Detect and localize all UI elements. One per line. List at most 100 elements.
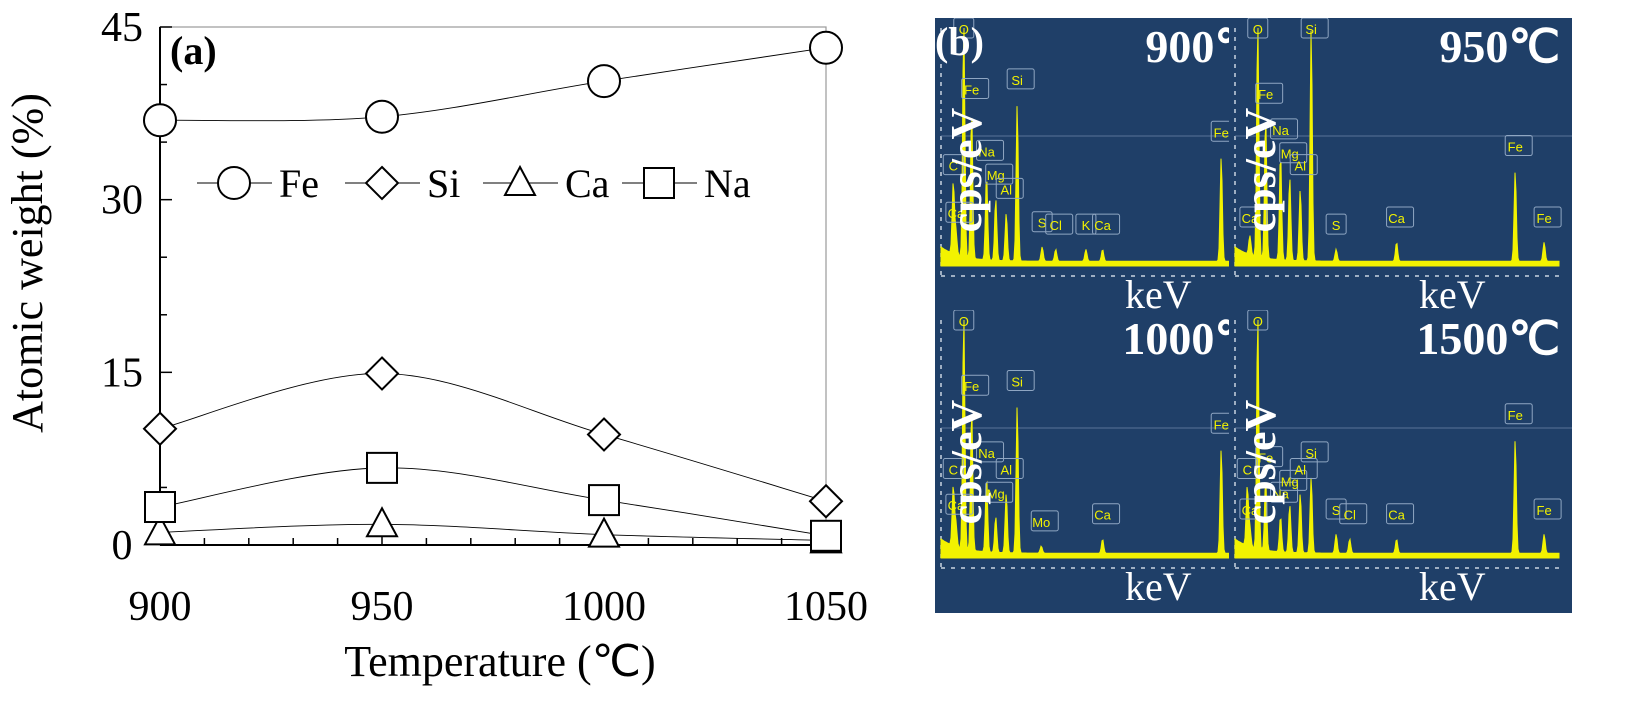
eds-x-label: keV	[1125, 272, 1192, 317]
eds-peak-tag: S	[1325, 213, 1347, 235]
eds-peak-tag: Fe	[1504, 135, 1533, 157]
eds-y-label: cps/eV	[1236, 399, 1285, 525]
eds-spectrum-950: O Fe Na Mg Al Si S Ca Ca Fe Fe 950℃ cps/eV keV	[1229, 18, 1572, 321]
y-tick-label: 0	[112, 523, 133, 569]
eds-peak-label: Na	[978, 446, 995, 461]
eds-peak-tag: Fe	[1255, 82, 1284, 104]
eds-spectrum-trace	[1234, 319, 1560, 559]
eds-peak-tag: S	[1031, 211, 1053, 233]
eds-peak-tag-box	[1300, 18, 1329, 39]
eds-peak-tag-box	[995, 177, 1024, 199]
eds-peak-tag-box	[1006, 68, 1035, 90]
eds-peak-tag-box	[1289, 154, 1318, 176]
eds-peak-tag: Ca	[1386, 206, 1415, 228]
eds-peak-tag: Fe	[1533, 498, 1562, 520]
eds-peak-label: O	[959, 22, 969, 37]
series-markers	[142, 30, 844, 554]
eds-peak-label: Si	[1305, 22, 1317, 37]
eds-peak-label: Mg	[1281, 147, 1299, 162]
eds-peak-label: Fe	[1258, 87, 1273, 102]
eds-peak-label: Ca	[948, 206, 965, 221]
eds-peak-tag: Al	[995, 458, 1024, 479]
eds-peak-label: Ca	[1388, 508, 1405, 523]
eds-plot: OFeNaMgAlSiSClKCaCCaFeFe	[940, 18, 1278, 277]
eds-peak-tag: Al	[1289, 458, 1318, 479]
legend-label: Ca	[565, 161, 610, 206]
eds-peak-label: Ca	[1242, 211, 1259, 226]
eds-peak-tag-box	[945, 493, 974, 515]
eds-peak-label: S	[1332, 503, 1341, 518]
y-axis-label: Atomic weight (%)	[3, 93, 52, 433]
panel-a-label: (a)	[170, 28, 217, 73]
eds-peak-tag: O	[953, 310, 975, 331]
eds-peak-tag: Ca	[1239, 206, 1268, 228]
eds-peak-tag-box	[1270, 481, 1299, 503]
eds-peak-tag: O	[1247, 310, 1269, 331]
eds-peak-tag-box	[953, 310, 975, 331]
data-point-fe	[809, 30, 843, 65]
eds-x-label: keV	[1419, 272, 1486, 317]
eds-peak-tag-box	[1031, 211, 1053, 233]
data-point-fe	[587, 64, 621, 99]
data-point-na	[810, 519, 842, 552]
data-point-ca	[365, 506, 399, 538]
eds-spectrum-1000: OFeNaMgAlSiMoCaCCaFeFe 1000℃ cps/eV keV	[935, 310, 1278, 613]
eds-peak-label: Mg	[987, 168, 1005, 183]
eds-peak-tag: Ca	[1239, 498, 1268, 520]
eds-peak-label: Fe	[964, 379, 979, 394]
eds-peak-tag: O	[953, 18, 975, 39]
eds-spectrum-1500: O Fe Na Mg Al Si S Cl Ca C Ca Fe Fe 1500℃ cps/eV keV	[1229, 310, 1572, 613]
eds-peak-tag: Si	[1006, 369, 1035, 391]
x-tick-label: 1050	[784, 584, 868, 630]
legend: Fe Si Ca Na	[197, 161, 751, 206]
eds-peak-tag-box	[1075, 213, 1097, 235]
eds-peak-label: Fe	[1537, 503, 1552, 518]
eds-peak-label: O	[1253, 22, 1263, 37]
data-point-na	[588, 484, 620, 517]
eds-peak-tag: S	[1325, 498, 1347, 520]
eds-peak-tag-box	[1504, 135, 1533, 157]
eds-peak-tag-box	[976, 139, 1005, 161]
eds-peak-tag: C	[1236, 458, 1258, 479]
eds-spectrum-900: OFeNaMgAlSiSClKCaCCaFeFe (b) 900℃ cps/eV…	[935, 18, 1278, 321]
legend-marker-na	[643, 167, 675, 199]
eds-peak-label: Al	[1000, 463, 1012, 478]
eds-peak-label: Si	[1305, 446, 1317, 461]
data-point-fe	[143, 103, 177, 138]
eds-peak-tag-box	[1289, 458, 1318, 479]
eds-spectrum-trace	[940, 319, 1266, 559]
eds-peak-tag: C	[942, 458, 964, 479]
eds-peak-label: Si	[1011, 73, 1023, 88]
eds-peak-tag: Mg	[985, 481, 1014, 503]
eds-peak-tag: Mg	[1279, 142, 1308, 164]
data-point-si	[364, 356, 400, 391]
eds-y-label: cps/eV	[942, 107, 991, 233]
eds-peak-label: Na	[1272, 123, 1289, 138]
eds-peak-tag-box	[1300, 441, 1329, 463]
eds-peak-tag-box	[1247, 18, 1269, 39]
atomic-weight-chart: 0 15 30 45 900 950 1000 1050 (a) Temperature (…	[3, 5, 868, 686]
eds-peak-tag: Al	[995, 177, 1024, 199]
eds-peak-label: Ca	[948, 498, 965, 513]
eds-peak-tag-box	[1255, 446, 1284, 468]
eds-peak-tag: Si	[1006, 68, 1035, 90]
eds-peak-tag-box	[1325, 213, 1347, 235]
eds-peak-tag-box	[1279, 469, 1308, 491]
eds-peak-tag-box	[1325, 498, 1347, 520]
eds-temperature: 950℃	[1439, 21, 1560, 72]
eds-peak-label: C	[949, 463, 958, 478]
eds-peak-tag-box	[1255, 82, 1284, 104]
eds-peak-tag: K	[1075, 213, 1097, 235]
eds-peak-tag-box	[1239, 498, 1268, 520]
eds-peak-label: Al	[1294, 159, 1306, 174]
eds-peak-tag: Si	[1300, 441, 1329, 463]
eds-peak-tag: Al	[1289, 154, 1318, 176]
data-point-si	[808, 483, 844, 519]
eds-peak-tag-box	[1339, 503, 1368, 525]
legend-marker-si	[364, 165, 400, 201]
eds-peak-label: C	[1243, 463, 1252, 478]
eds-peak-tag-box	[1092, 213, 1121, 235]
eds-peak-label: C	[949, 159, 958, 174]
eds-peak-tag: Fe	[1255, 446, 1284, 468]
